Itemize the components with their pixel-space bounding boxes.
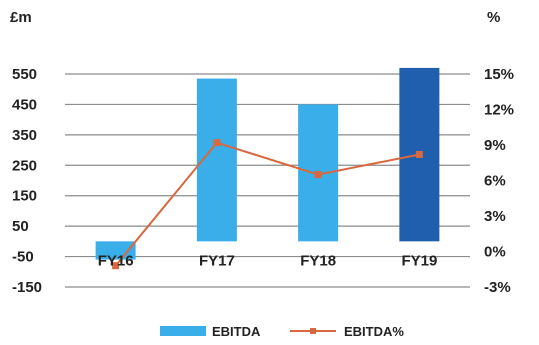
ebitda-pct-point-fy18: [314, 171, 322, 179]
ebitda-pct-point-fy16: [112, 262, 120, 270]
ebitda-pct-point-fy19: [415, 150, 423, 158]
legend: EBITDA EBITDA%: [160, 324, 404, 339]
legend-ebitda-pct-marker: [310, 328, 316, 334]
right-tick-label: 9%: [484, 137, 506, 154]
left-axis-unit: £m: [10, 9, 32, 26]
left-tick-label: 550: [12, 66, 37, 83]
bar-series: [95, 67, 440, 260]
left-tick-label: 450: [12, 96, 37, 113]
left-tick-label: 350: [12, 127, 37, 144]
ebitda-pct-line: [114, 141, 420, 267]
right-axis-ticks: 15% 12% 9% 6% 3% 0% -3%: [484, 66, 514, 296]
right-tick-label: -3%: [484, 279, 511, 296]
legend-ebitda-label: EBITDA: [212, 324, 261, 339]
category-labels: FY16 FY17 FY18 FY19: [98, 252, 438, 269]
line-series: [112, 139, 423, 270]
left-tick-label: -50: [12, 249, 34, 266]
category-label: FY19: [401, 252, 437, 269]
legend-ebitda-swatch: [160, 326, 206, 336]
left-tick-label: 150: [12, 188, 37, 205]
right-tick-label: 3%: [484, 208, 506, 225]
right-axis-unit: %: [487, 9, 500, 26]
legend-ebitda-pct-label: EBITDA%: [344, 324, 404, 339]
left-tick-label: 250: [12, 157, 37, 174]
category-label: FY17: [199, 252, 235, 269]
category-label: FY16: [98, 252, 134, 269]
category-label: FY18: [300, 252, 336, 269]
right-tick-label: 12%: [484, 102, 514, 119]
left-tick-label: 50: [12, 218, 29, 235]
right-tick-label: 15%: [484, 66, 514, 83]
right-tick-label: 0%: [484, 244, 506, 261]
left-axis-ticks: 550 450 350 250 150 50 -50 -150: [12, 66, 42, 296]
ebitda-pct-point-fy17: [213, 139, 221, 147]
right-tick-label: 6%: [484, 173, 506, 190]
left-tick-label: -150: [12, 279, 42, 296]
